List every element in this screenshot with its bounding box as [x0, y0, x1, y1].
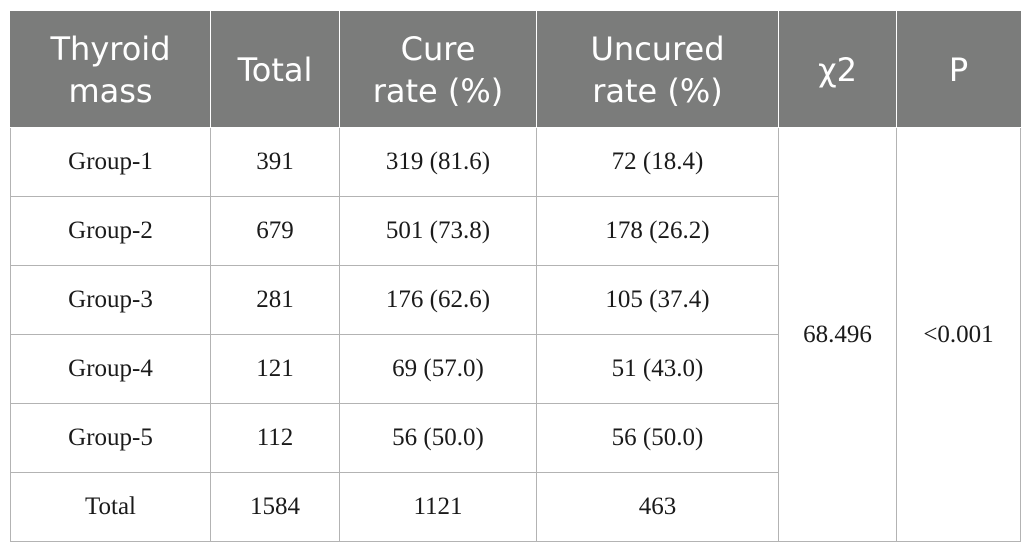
cell-total: 121	[210, 334, 340, 404]
results-table: Thyroid mass Total Cure rate (%) Uncured…	[10, 11, 1021, 542]
header-chi-square-label: χ2	[818, 50, 857, 89]
header-p-value-label: P	[948, 50, 969, 89]
header-row: Thyroid mass Total Cure rate (%) Uncured…	[10, 11, 1021, 128]
header-thyroid-mass-line-2: mass	[68, 71, 153, 110]
cell-cure-rate: 69 (57.0)	[339, 334, 537, 404]
cell-total: 112	[210, 403, 340, 473]
cell-total: 1584	[210, 472, 340, 542]
header-thyroid-mass-line-1: Thyroid	[50, 29, 171, 68]
header-total-label: Total	[237, 50, 313, 89]
table-row: Group-5 112 56 (50.0) 56 (50.0)	[10, 403, 1021, 473]
header-thyroid-mass: Thyroid mass	[10, 11, 211, 128]
cell-uncured-rate: 463	[536, 472, 779, 542]
table-row: Group-3 281 176 (62.6) 105 (37.4)	[10, 265, 1021, 335]
header-total: Total	[210, 11, 340, 128]
cell-uncured-rate: 178 (26.2)	[536, 196, 779, 266]
cell-uncured-rate: 105 (37.4)	[536, 265, 779, 335]
cell-group: Total	[10, 472, 211, 542]
cell-total: 281	[210, 265, 340, 335]
header-p-value: P	[896, 11, 1021, 128]
cell-group: Group-5	[10, 403, 211, 473]
table-row: Group-4 121 69 (57.0) 51 (43.0)	[10, 334, 1021, 404]
cell-group: Group-4	[10, 334, 211, 404]
table-row-total: Total 1584 1121 463	[10, 472, 1021, 542]
header-cure-rate-line-2: rate (%)	[372, 71, 504, 110]
cell-uncured-rate: 56 (50.0)	[536, 403, 779, 473]
cell-cure-rate: 176 (62.6)	[339, 265, 537, 335]
header-cure-rate-line-1: Cure	[400, 29, 476, 68]
cell-uncured-rate: 51 (43.0)	[536, 334, 779, 404]
header-uncured-rate: Uncured rate (%)	[536, 11, 779, 128]
cell-total: 679	[210, 196, 340, 266]
header-cure-rate: Cure rate (%)	[339, 11, 537, 128]
header-uncured-rate-line-2: rate (%)	[592, 71, 723, 110]
cell-uncured-rate: 72 (18.4)	[536, 127, 779, 197]
header-chi-square: χ2	[778, 11, 897, 128]
cell-group: Group-1	[10, 127, 211, 197]
cell-cure-rate: 319 (81.6)	[339, 127, 537, 197]
cell-group: Group-3	[10, 265, 211, 335]
cell-cure-rate: 501 (73.8)	[339, 196, 537, 266]
table-row: Group-1 391 319 (81.6) 72 (18.4) 68.496 …	[10, 127, 1021, 542]
cell-p-value: <0.001	[896, 127, 1021, 542]
cell-cure-rate: 56 (50.0)	[339, 403, 537, 473]
cell-cure-rate: 1121	[339, 472, 537, 542]
cell-chi-square: 68.496	[778, 127, 897, 542]
header-uncured-rate-line-1: Uncured	[590, 29, 725, 68]
cell-group: Group-2	[10, 196, 211, 266]
cell-total: 391	[210, 127, 340, 197]
